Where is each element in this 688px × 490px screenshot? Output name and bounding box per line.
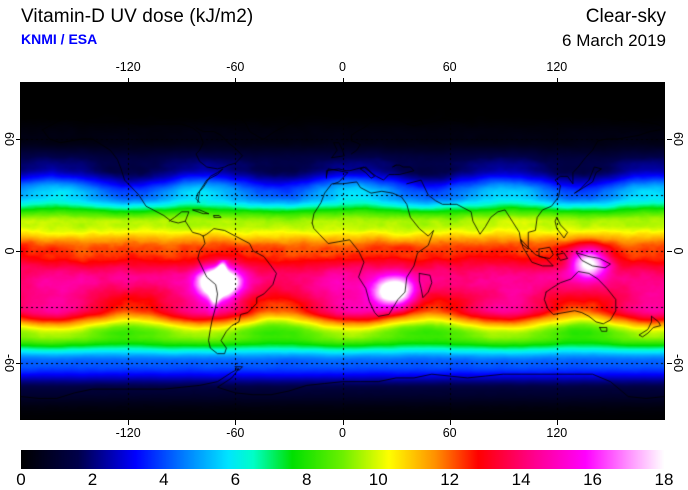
colorbar-tick-label: 6: [230, 470, 241, 489]
axis-tick-bottom: [235, 420, 237, 425]
axis-tick-top: [556, 78, 558, 83]
colorbar-tick-label: 16: [583, 470, 603, 489]
axis-label-right: -60: [671, 353, 685, 373]
axis-tick-bottom: [342, 420, 344, 425]
colorbar-tick-label: 14: [511, 470, 531, 489]
date-label: 6 March 2019: [562, 31, 666, 50]
colorbar-canvas: [21, 450, 664, 469]
colorbar: [21, 450, 664, 469]
axis-label-left: -60: [2, 353, 16, 373]
axis-label-top: 120: [546, 60, 568, 74]
chart-header: Vitamin-D UV dose (kJ/m2) KNMI / ESA Cle…: [0, 0, 688, 58]
axis-label-bottom: 0: [339, 426, 346, 440]
axis-label-bottom: 60: [442, 426, 457, 440]
axis-tick-right: [667, 363, 672, 364]
axis-label-right: 60: [671, 132, 685, 146]
colorbar-tick-label: 12: [440, 470, 460, 489]
colorbar-tick-label: 0: [16, 470, 26, 489]
axis-label-left: 60: [2, 132, 16, 146]
axis-label-bottom: 120: [546, 426, 568, 440]
axis-tick-top: [235, 78, 237, 83]
axis-tick-top: [128, 78, 130, 83]
axis-tick-right: [667, 251, 672, 252]
page-title: Vitamin-D UV dose (kJ/m2): [21, 6, 254, 27]
colorbar-tick-label: 4: [159, 470, 169, 489]
axis-tick-bottom: [128, 420, 130, 425]
condition-label: Clear-sky: [585, 6, 666, 27]
axis-tick-bottom: [449, 420, 451, 425]
uv-dose-heatmap-canvas: [21, 83, 664, 419]
axis-label-bottom: -60: [226, 426, 245, 440]
axis-label-top: 60: [442, 60, 457, 74]
axis-label-left: 0: [2, 247, 16, 255]
axis-label-bottom: -120: [115, 426, 141, 440]
axis-tick-top: [449, 78, 451, 83]
axis-tick-top: [342, 78, 344, 83]
axis-label-top: -60: [226, 60, 245, 74]
axis-tick-left: [16, 251, 21, 252]
colorbar-tick-label: 2: [87, 470, 98, 489]
provider-label: KNMI / ESA: [21, 31, 98, 47]
colorbar-tick-label: 18: [654, 470, 674, 489]
uv-dose-map: [21, 83, 664, 419]
axis-tick-left: [16, 363, 21, 364]
axis-label-top: -120: [115, 60, 141, 74]
colorbar-tick-label: 10: [368, 470, 388, 489]
axis-tick-bottom: [556, 420, 558, 425]
colorbar-tick-label: 8: [302, 470, 312, 489]
axis-tick-left: [16, 139, 21, 140]
axis-tick-right: [667, 139, 672, 140]
axis-label-top: 0: [339, 60, 346, 74]
axis-label-right: 0: [671, 247, 685, 255]
